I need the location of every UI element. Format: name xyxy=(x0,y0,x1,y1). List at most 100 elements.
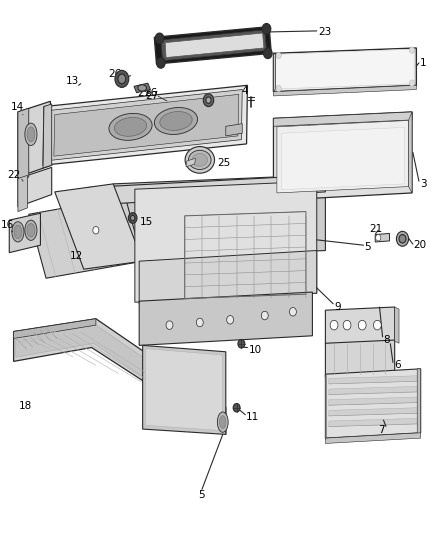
Circle shape xyxy=(276,85,281,92)
Polygon shape xyxy=(18,108,29,181)
Ellipse shape xyxy=(219,416,226,429)
Polygon shape xyxy=(139,292,312,345)
Ellipse shape xyxy=(192,154,208,166)
Text: 27: 27 xyxy=(137,88,150,98)
Polygon shape xyxy=(29,197,143,278)
Circle shape xyxy=(233,403,240,412)
Ellipse shape xyxy=(27,127,35,142)
Circle shape xyxy=(374,320,381,330)
Circle shape xyxy=(128,213,137,223)
Polygon shape xyxy=(154,27,271,64)
Text: 24: 24 xyxy=(214,99,227,108)
Polygon shape xyxy=(329,397,417,405)
Polygon shape xyxy=(226,124,242,136)
Circle shape xyxy=(264,48,272,59)
Polygon shape xyxy=(325,369,420,438)
Polygon shape xyxy=(18,167,52,207)
Circle shape xyxy=(115,70,129,87)
Text: 4: 4 xyxy=(241,86,248,95)
Circle shape xyxy=(238,340,245,348)
Polygon shape xyxy=(18,101,52,177)
Text: 20: 20 xyxy=(414,240,427,250)
Polygon shape xyxy=(139,251,317,304)
Polygon shape xyxy=(325,340,395,377)
Polygon shape xyxy=(273,53,276,92)
Circle shape xyxy=(262,23,271,34)
Text: 23: 23 xyxy=(318,27,331,37)
Ellipse shape xyxy=(25,220,37,240)
Ellipse shape xyxy=(114,117,147,136)
Polygon shape xyxy=(325,433,420,443)
Ellipse shape xyxy=(25,123,37,146)
Polygon shape xyxy=(329,418,417,426)
Ellipse shape xyxy=(12,222,24,242)
Polygon shape xyxy=(113,175,325,260)
Polygon shape xyxy=(273,48,417,92)
Polygon shape xyxy=(14,319,226,434)
Text: 5: 5 xyxy=(364,242,371,252)
Circle shape xyxy=(118,74,126,84)
Polygon shape xyxy=(49,90,242,160)
Polygon shape xyxy=(395,307,399,343)
Text: 13: 13 xyxy=(65,76,79,86)
Polygon shape xyxy=(277,120,409,193)
Polygon shape xyxy=(186,158,195,167)
Circle shape xyxy=(261,311,268,320)
Circle shape xyxy=(410,80,415,86)
Circle shape xyxy=(206,97,211,103)
Polygon shape xyxy=(54,94,239,156)
Polygon shape xyxy=(329,376,417,384)
Ellipse shape xyxy=(217,412,228,432)
Text: 12: 12 xyxy=(70,251,83,261)
Text: 5: 5 xyxy=(198,490,205,499)
Polygon shape xyxy=(55,184,143,269)
Circle shape xyxy=(166,321,173,329)
Polygon shape xyxy=(273,112,412,126)
Circle shape xyxy=(226,316,233,324)
Ellipse shape xyxy=(138,85,147,91)
Polygon shape xyxy=(276,49,414,89)
Ellipse shape xyxy=(109,114,152,140)
Text: 16: 16 xyxy=(0,220,14,230)
Polygon shape xyxy=(409,112,412,193)
Circle shape xyxy=(203,94,214,107)
Circle shape xyxy=(93,227,99,234)
Ellipse shape xyxy=(185,147,215,173)
Text: 8: 8 xyxy=(383,335,390,344)
Circle shape xyxy=(276,52,281,59)
Polygon shape xyxy=(417,369,420,434)
Polygon shape xyxy=(273,112,412,200)
Text: 27: 27 xyxy=(145,91,159,101)
Circle shape xyxy=(155,33,164,44)
Polygon shape xyxy=(135,181,317,302)
Text: 6: 6 xyxy=(394,360,400,370)
Text: 22: 22 xyxy=(7,170,20,180)
Polygon shape xyxy=(18,175,28,212)
Circle shape xyxy=(358,320,366,330)
Text: 7: 7 xyxy=(378,425,385,435)
Polygon shape xyxy=(165,33,264,58)
Polygon shape xyxy=(325,374,326,440)
Polygon shape xyxy=(86,175,325,205)
Polygon shape xyxy=(16,324,222,431)
Polygon shape xyxy=(43,104,52,168)
Ellipse shape xyxy=(14,225,22,239)
Ellipse shape xyxy=(155,108,198,134)
Polygon shape xyxy=(143,345,226,434)
Text: 14: 14 xyxy=(11,102,25,111)
Polygon shape xyxy=(14,319,96,338)
Circle shape xyxy=(330,320,338,330)
Ellipse shape xyxy=(188,150,211,169)
Ellipse shape xyxy=(27,224,35,237)
Polygon shape xyxy=(281,127,404,190)
Polygon shape xyxy=(329,408,417,416)
Text: 26: 26 xyxy=(109,69,122,78)
Text: 21: 21 xyxy=(369,224,382,233)
Circle shape xyxy=(156,58,165,68)
Polygon shape xyxy=(146,349,223,431)
Text: 11: 11 xyxy=(246,412,259,422)
Circle shape xyxy=(290,308,297,316)
Text: 3: 3 xyxy=(420,179,427,189)
Text: 10: 10 xyxy=(248,345,261,354)
Ellipse shape xyxy=(160,111,192,131)
